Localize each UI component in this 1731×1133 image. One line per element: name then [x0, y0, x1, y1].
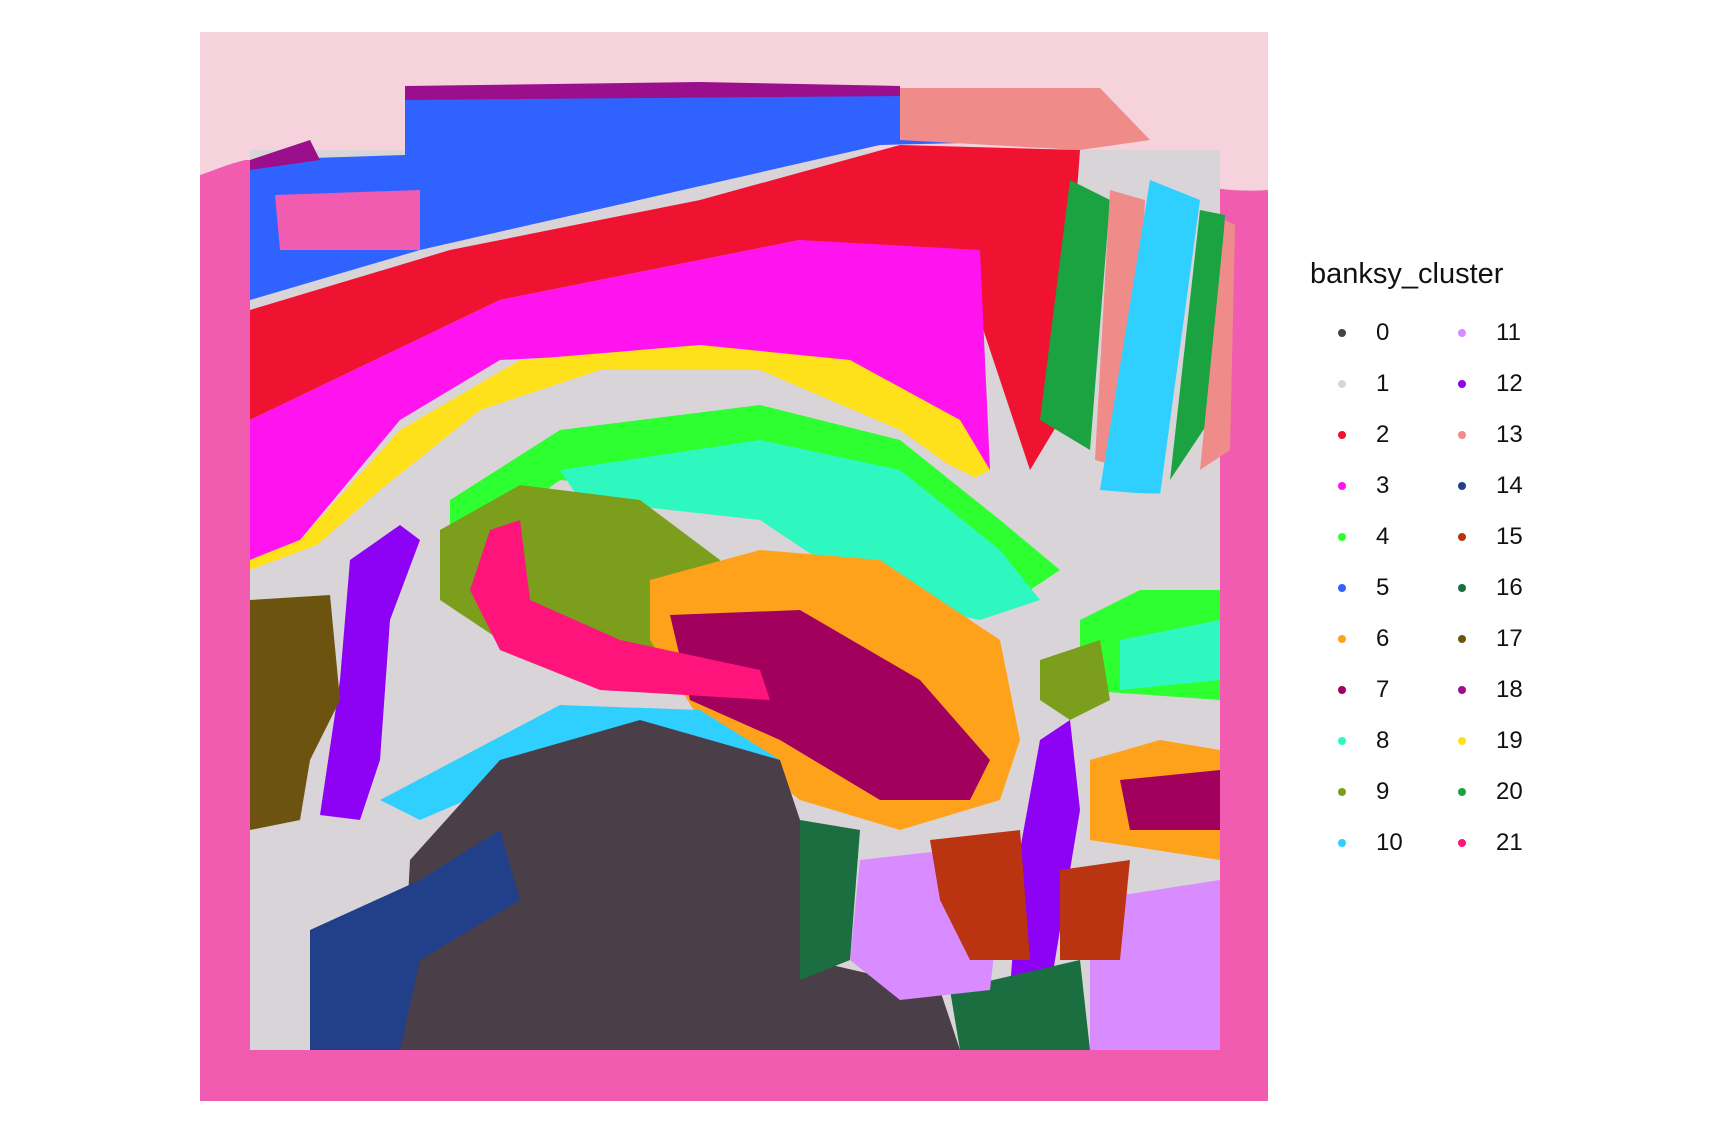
legend-label: 9 [1376, 777, 1390, 805]
legend-label: 19 [1496, 726, 1523, 754]
legend-label: 10 [1376, 828, 1403, 856]
legend-item: 8 [1310, 715, 1430, 766]
legend-swatch [1458, 430, 1466, 439]
legend-item: 1 [1310, 358, 1430, 409]
legend-item: 13 [1430, 409, 1550, 460]
legend-swatch [1338, 430, 1346, 439]
legend-label: 18 [1496, 675, 1523, 703]
legend-item: 14 [1430, 460, 1550, 511]
legend-item: 16 [1430, 562, 1550, 613]
legend-label: 6 [1376, 624, 1390, 652]
legend-item: 11 [1430, 307, 1550, 358]
cluster-2-region [250, 145, 1080, 470]
legend-item: 7 [1310, 664, 1430, 715]
legend-swatch [1458, 838, 1466, 847]
legend-title: banksy_cluster [1310, 258, 1504, 290]
legend-swatch [1458, 583, 1466, 592]
legend-item: 10 [1310, 817, 1430, 868]
legend-item: 5 [1310, 562, 1430, 613]
legend-label: 21 [1496, 828, 1523, 856]
cluster-18-left [250, 140, 320, 170]
legend-swatch [1338, 787, 1346, 796]
cluster-20-stripe [1040, 180, 1110, 450]
legend-item: 6 [1310, 613, 1430, 664]
cluster-3-region [250, 240, 990, 560]
legend-item: 20 [1430, 766, 1550, 817]
cluster-20-stripe-2 [1170, 210, 1225, 480]
cluster-12-right [1010, 720, 1080, 990]
legend-swatch [1338, 583, 1346, 592]
legend-item: 4 [1310, 511, 1430, 562]
legend-label: 4 [1376, 522, 1390, 550]
cluster-16-region [800, 820, 860, 980]
legend-item: 12 [1430, 358, 1550, 409]
legend-label: 13 [1496, 420, 1523, 448]
legend-swatch [1338, 328, 1346, 337]
legend-label: 20 [1496, 777, 1523, 805]
legend-item: 9 [1310, 766, 1430, 817]
pink-island [275, 190, 420, 250]
cluster-10-stripe [1100, 180, 1200, 495]
legend-swatch [1458, 532, 1466, 541]
legend-swatch [1338, 838, 1346, 847]
legend-swatch [1458, 481, 1466, 490]
legend-item: 15 [1430, 511, 1550, 562]
cluster-13-region [900, 88, 1150, 150]
cluster-15-right [1060, 860, 1130, 960]
cluster-19-rim [250, 345, 990, 570]
cluster-9-right [1040, 640, 1110, 720]
legend-label: 2 [1376, 420, 1390, 448]
legend-label: 3 [1376, 471, 1390, 499]
legend-item: 0 [1310, 307, 1430, 358]
cluster-7-right [1120, 770, 1220, 830]
legend-label: 16 [1496, 573, 1523, 601]
legend-swatch [1458, 787, 1466, 796]
legend-label: 0 [1376, 318, 1390, 346]
legend-label: 11 [1496, 318, 1521, 346]
legend-label: 12 [1496, 369, 1523, 397]
legend-swatch [1458, 685, 1466, 694]
legend-label: 8 [1376, 726, 1390, 754]
legend-swatch [1338, 532, 1346, 541]
legend-items: 0 1 2 3 4 5 6 7 8 9 10 11 12 13 14 15 16 17 18 19 20 21 [1310, 307, 1550, 868]
cluster-regions [250, 82, 1235, 1050]
legend-item: 21 [1430, 817, 1550, 868]
cluster-21-region [470, 520, 770, 700]
legend-swatch [1458, 736, 1466, 745]
legend-label: 1 [1376, 369, 1390, 397]
legend-label: 17 [1496, 624, 1523, 652]
legend-swatch [1338, 379, 1346, 388]
cluster-8-region [560, 440, 1040, 620]
legend-swatch [1458, 328, 1466, 337]
cluster-5-region [250, 88, 1090, 300]
cluster-8-right [1120, 620, 1220, 690]
legend-swatch [1338, 736, 1346, 745]
legend: banksy_cluster 0 1 2 3 4 5 6 7 8 9 10 11 12 13 14 15 16 1… [1310, 258, 1550, 868]
cluster-14-region [310, 830, 520, 1050]
legend-swatch [1338, 634, 1346, 643]
legend-item: 3 [1310, 460, 1430, 511]
legend-item: 18 [1430, 664, 1550, 715]
cluster-7-region [670, 610, 990, 800]
legend-swatch [1338, 685, 1346, 694]
cluster-12-left [320, 525, 420, 820]
legend-label: 15 [1496, 522, 1523, 550]
cluster-13-stripe-2 [1200, 220, 1235, 470]
legend-item: 2 [1310, 409, 1430, 460]
legend-label: 7 [1376, 675, 1390, 703]
cluster-15-region [930, 830, 1030, 960]
legend-swatch [1458, 379, 1466, 388]
legend-item: 19 [1430, 715, 1550, 766]
legend-swatch [1338, 481, 1346, 490]
cluster-18-region [405, 82, 900, 100]
legend-swatch [1458, 634, 1466, 643]
cluster-17-region [250, 595, 340, 830]
legend-item: 17 [1430, 613, 1550, 664]
legend-label: 14 [1496, 471, 1523, 499]
legend-label: 5 [1376, 573, 1390, 601]
